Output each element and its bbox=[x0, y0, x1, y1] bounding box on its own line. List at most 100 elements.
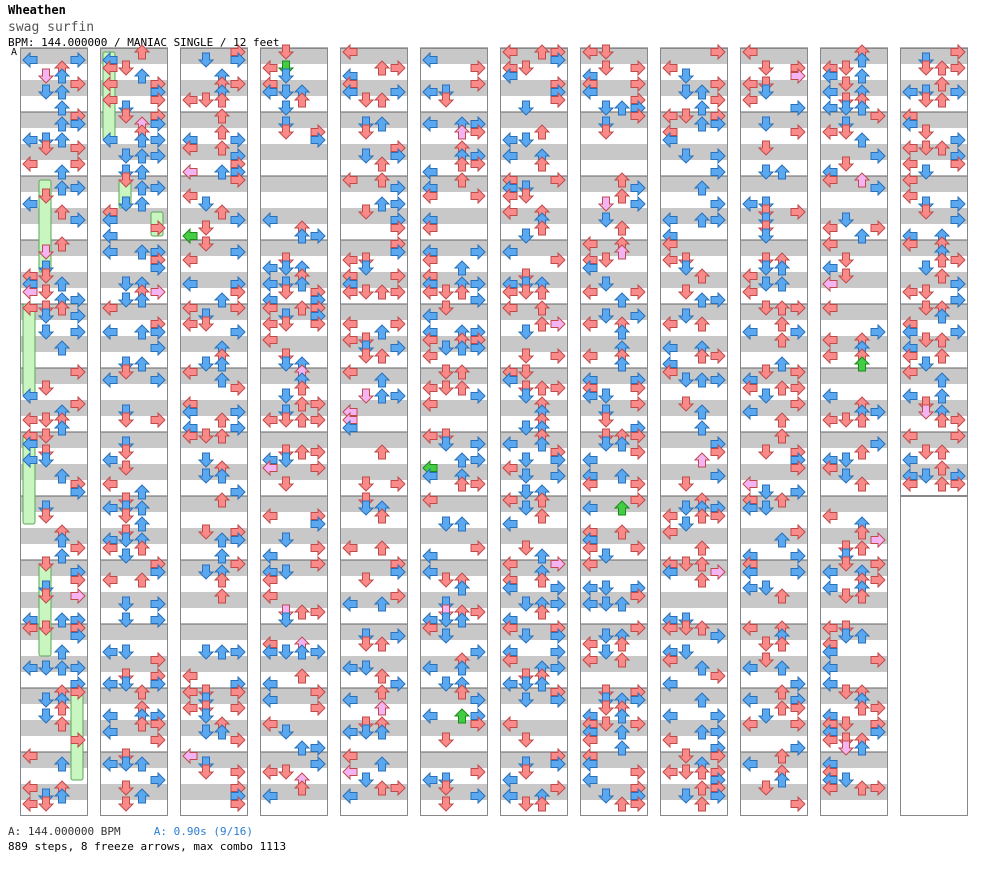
right-arrow bbox=[550, 779, 566, 797]
left-arrow bbox=[502, 675, 518, 693]
right-arrow bbox=[70, 307, 86, 325]
up-arrow bbox=[213, 588, 231, 604]
up-arrow bbox=[133, 324, 151, 340]
left-arrow bbox=[822, 659, 838, 677]
right-arrow bbox=[870, 107, 886, 125]
down-arrow bbox=[277, 644, 295, 660]
left-arrow bbox=[22, 747, 38, 765]
up-arrow bbox=[613, 796, 631, 812]
down-arrow bbox=[37, 380, 55, 396]
down-arrow bbox=[677, 372, 695, 388]
down-arrow bbox=[597, 716, 615, 732]
left-arrow bbox=[582, 315, 598, 333]
down-arrow bbox=[357, 260, 375, 276]
up-arrow bbox=[853, 780, 871, 796]
left-arrow bbox=[502, 715, 518, 733]
chart-author: Wheathen bbox=[8, 3, 66, 17]
left-arrow bbox=[582, 475, 598, 493]
left-arrow bbox=[502, 243, 518, 261]
left-arrow bbox=[342, 251, 358, 269]
down-arrow bbox=[517, 676, 535, 692]
up-arrow bbox=[213, 644, 231, 660]
left-arrow bbox=[182, 427, 198, 445]
up-arrow bbox=[373, 444, 391, 460]
left-arrow bbox=[582, 283, 598, 301]
right-arrow bbox=[630, 619, 646, 637]
down-arrow bbox=[277, 532, 295, 548]
column-border bbox=[900, 48, 968, 496]
beat-stripe bbox=[180, 112, 248, 128]
left-arrow bbox=[182, 187, 198, 205]
down-arrow bbox=[117, 596, 135, 612]
up-arrow bbox=[453, 364, 471, 380]
column-border bbox=[500, 48, 568, 816]
right-arrow bbox=[710, 291, 726, 309]
down-arrow bbox=[357, 660, 375, 676]
up-arrow bbox=[933, 372, 951, 388]
left-arrow bbox=[262, 715, 278, 733]
left-arrow bbox=[902, 363, 918, 381]
right-arrow bbox=[150, 259, 166, 277]
left-arrow bbox=[502, 771, 518, 789]
left-arrow bbox=[342, 747, 358, 765]
left-arrow bbox=[502, 619, 518, 637]
up-arrow bbox=[373, 372, 391, 388]
up-arrow bbox=[213, 532, 231, 548]
left-arrow bbox=[262, 83, 278, 101]
left-arrow bbox=[822, 563, 838, 581]
down-arrow bbox=[437, 572, 455, 588]
down-arrow bbox=[837, 412, 855, 428]
down-arrow bbox=[517, 132, 535, 148]
beat-stripe bbox=[180, 624, 248, 640]
beat-stripe bbox=[100, 688, 168, 704]
left-arrow bbox=[22, 387, 38, 405]
up-arrow bbox=[853, 740, 871, 756]
right-arrow bbox=[390, 675, 406, 693]
right-arrow bbox=[870, 571, 886, 589]
right-arrow bbox=[790, 299, 806, 317]
right-arrow bbox=[150, 731, 166, 749]
right-arrow bbox=[710, 507, 726, 525]
right-arrow bbox=[710, 75, 726, 93]
down-arrow bbox=[597, 436, 615, 452]
left-arrow bbox=[342, 331, 358, 349]
beat-stripe bbox=[100, 272, 168, 288]
right-arrow bbox=[70, 483, 86, 501]
down-arrow bbox=[277, 612, 295, 628]
left-arrow bbox=[342, 539, 358, 557]
left-arrow bbox=[422, 331, 438, 349]
up-arrow bbox=[613, 652, 631, 668]
right-arrow bbox=[70, 179, 86, 197]
up-arrow bbox=[453, 452, 471, 468]
column-border bbox=[660, 48, 728, 816]
right-arrow bbox=[790, 563, 806, 581]
beat-stripe bbox=[500, 528, 568, 544]
left-arrow bbox=[582, 555, 598, 573]
down-arrow bbox=[437, 92, 455, 108]
up-arrow bbox=[613, 292, 631, 308]
up-arrow bbox=[773, 380, 791, 396]
right-arrow bbox=[790, 99, 806, 117]
down-arrow bbox=[837, 268, 855, 284]
up-arrow bbox=[693, 660, 711, 676]
right-arrow bbox=[310, 227, 326, 245]
down-arrow bbox=[37, 308, 55, 324]
up-arrow bbox=[293, 444, 311, 460]
up-arrow bbox=[613, 188, 631, 204]
up-arrow bbox=[853, 172, 871, 188]
beat-stripe bbox=[420, 368, 488, 384]
left-arrow bbox=[742, 323, 758, 341]
left-arrow bbox=[262, 459, 278, 477]
left-arrow bbox=[502, 459, 518, 477]
right-arrow bbox=[310, 755, 326, 773]
beat-stripe bbox=[20, 528, 88, 544]
down-arrow bbox=[37, 188, 55, 204]
down-arrow bbox=[277, 564, 295, 580]
up-arrow bbox=[133, 500, 151, 516]
left-arrow bbox=[22, 619, 38, 637]
left-arrow bbox=[822, 219, 838, 237]
right-arrow bbox=[630, 539, 646, 557]
down-arrow bbox=[917, 404, 935, 420]
up-arrow bbox=[133, 164, 151, 180]
up-arrow bbox=[773, 660, 791, 676]
